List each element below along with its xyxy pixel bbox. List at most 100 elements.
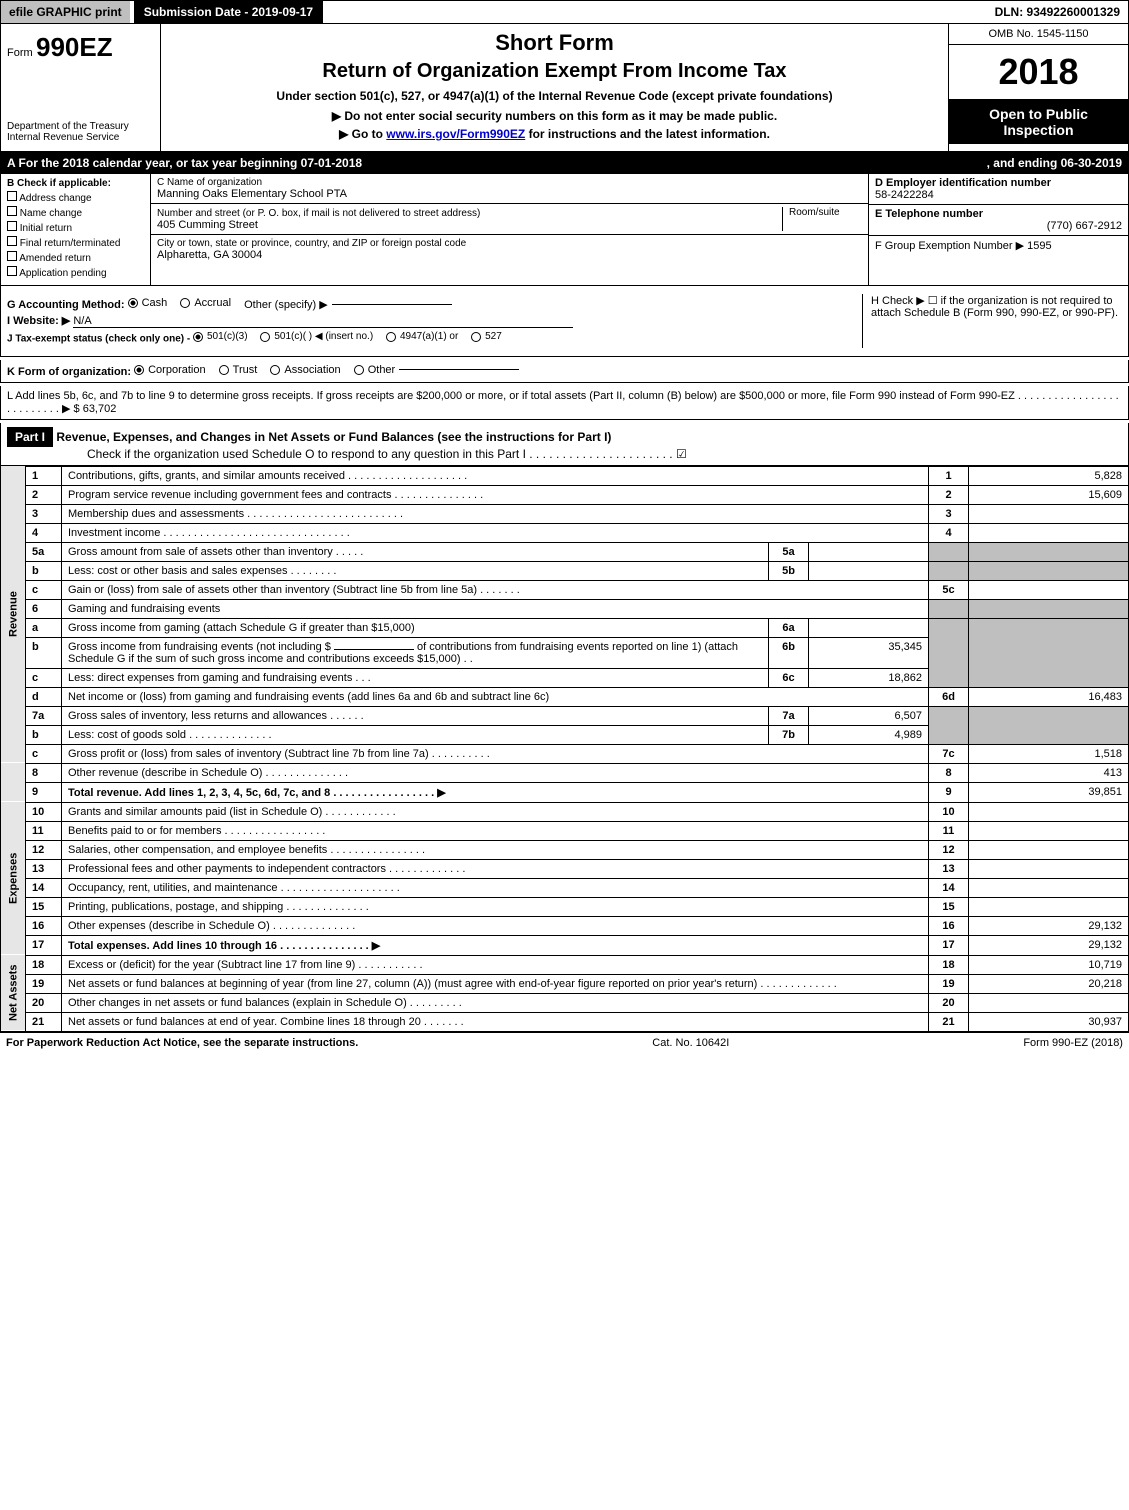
radio-icon[interactable] [134,365,144,375]
line-midval: 4,989 [809,725,929,744]
line-desc: Gaming and fundraising events [62,599,929,618]
6b-desc1: Gross income from fundraising events (no… [68,641,331,653]
chk-name: Name change [20,208,82,219]
line-desc: Contributions, gifts, grants, and simila… [62,466,929,485]
line-midval: 35,345 [809,637,929,668]
line-val [969,523,1129,542]
line-desc: Benefits paid to or for members . . . . … [62,821,929,840]
part1-grid: Revenue 1 Contributions, gifts, grants, … [0,466,1129,1032]
line-num: c [26,668,62,687]
part1-head: Part I [7,427,53,447]
line-val: 5,828 [969,466,1129,485]
netassets-side-label: Net Assets [1,955,26,1031]
dept-treasury: Department of the Treasury [7,121,154,132]
line-num: 9 [26,782,62,802]
city-val: Alpharetta, GA 30004 [157,249,862,261]
line-rightnum: 6d [929,687,969,706]
short-form-label: Short Form [171,30,938,56]
shaded-cell [929,618,969,687]
submission-date: Submission Date - 2019-09-17 [134,1,323,23]
j-527: 527 [485,331,502,342]
radio-icon[interactable] [128,298,138,308]
k-other-blank[interactable] [399,369,519,370]
checkbox-icon[interactable] [7,251,17,261]
line-desc: Net assets or fund balances at beginning… [62,974,929,993]
k-other: Other [368,364,396,376]
row-a-end: , and ending 06-30-2019 [987,156,1122,170]
line-num: 12 [26,840,62,859]
header: Form 990EZ Department of the Treasury In… [0,24,1129,152]
line-num: 13 [26,859,62,878]
line-val: 10,719 [969,955,1129,974]
checkbox-icon[interactable] [7,266,17,276]
radio-icon[interactable] [180,298,190,308]
line-desc: Less: cost or other basis and sales expe… [62,561,769,580]
line17-desc: Total expenses. Add lines 10 through 16 … [68,940,380,952]
col-b: B Check if applicable: Address change Na… [1,174,151,285]
line-num: 4 [26,523,62,542]
line-val [969,821,1129,840]
line-val: 15,609 [969,485,1129,504]
line-midval [809,561,929,580]
line-rightnum: 13 [929,859,969,878]
line-rightnum: 2 [929,485,969,504]
form-number: 990EZ [36,32,113,62]
line-desc: Other revenue (describe in Schedule O) .… [62,763,929,782]
line-rightnum: 7c [929,744,969,763]
line-num: 1 [26,466,62,485]
line-num: 2 [26,485,62,504]
line-val: 30,937 [969,1012,1129,1031]
line-num: 7a [26,706,62,725]
part1-check: Check if the organization used Schedule … [7,447,1122,461]
g-other: Other (specify) ▶ [244,298,328,311]
line-num: 20 [26,993,62,1012]
line-val: 29,132 [969,916,1129,935]
radio-icon[interactable] [219,365,229,375]
radio-icon[interactable] [260,332,270,342]
line-desc: Excess or (deficit) for the year (Subtra… [62,955,929,974]
line-midnum: 7b [769,725,809,744]
section-b-through-f: B Check if applicable: Address change Na… [0,174,1129,286]
irs-link[interactable]: www.irs.gov/Form990EZ [386,127,525,141]
dept-irs: Internal Revenue Service [7,132,154,143]
g-other-blank[interactable] [332,304,452,305]
line-rightnum: 11 [929,821,969,840]
line-num: 6 [26,599,62,618]
radio-icon[interactable] [270,365,280,375]
city-label: City or town, state or province, country… [157,238,862,249]
radio-icon[interactable] [193,332,203,342]
part1-header-row: Part I Revenue, Expenses, and Changes in… [0,423,1129,466]
header-left: Form 990EZ Department of the Treasury In… [1,24,161,151]
checkbox-icon[interactable] [7,191,17,201]
line-rightnum: 12 [929,840,969,859]
top-bar: efile GRAPHIC print Submission Date - 20… [0,0,1129,24]
website-value: N/A [73,315,573,328]
line-val [969,504,1129,523]
shaded-cell [969,599,1129,618]
room-suite-label: Room/suite [782,207,862,231]
ein-label: D Employer identification number [875,177,1122,189]
revenue-side-label-cont [1,763,26,802]
6b-blank[interactable] [334,649,414,650]
line-desc: Gross sales of inventory, less returns a… [62,706,769,725]
k-assoc: Association [284,364,340,376]
checkbox-icon[interactable] [7,236,17,246]
line-num: b [26,725,62,744]
line-desc: Less: cost of goods sold . . . . . . . .… [62,725,769,744]
line-midval: 6,507 [809,706,929,725]
k-label: K Form of organization: [7,366,131,378]
line-desc: Grants and similar amounts paid (list in… [62,802,929,821]
group-exemption: F Group Exemption Number ▶ 1595 [875,239,1122,252]
radio-icon[interactable] [354,365,364,375]
sub3-pre: ▶ Go to [339,127,386,141]
line-num: 5a [26,542,62,561]
radio-icon[interactable] [386,332,396,342]
line-num: b [26,637,62,668]
checkbox-icon[interactable] [7,221,17,231]
radio-icon[interactable] [471,332,481,342]
j-501c3: 501(c)(3) [207,331,248,342]
g-cash: Cash [142,297,168,309]
header-right: OMB No. 1545-1150 2018 Open to Public In… [948,24,1128,151]
checkbox-icon[interactable] [7,206,17,216]
line-rightnum: 19 [929,974,969,993]
